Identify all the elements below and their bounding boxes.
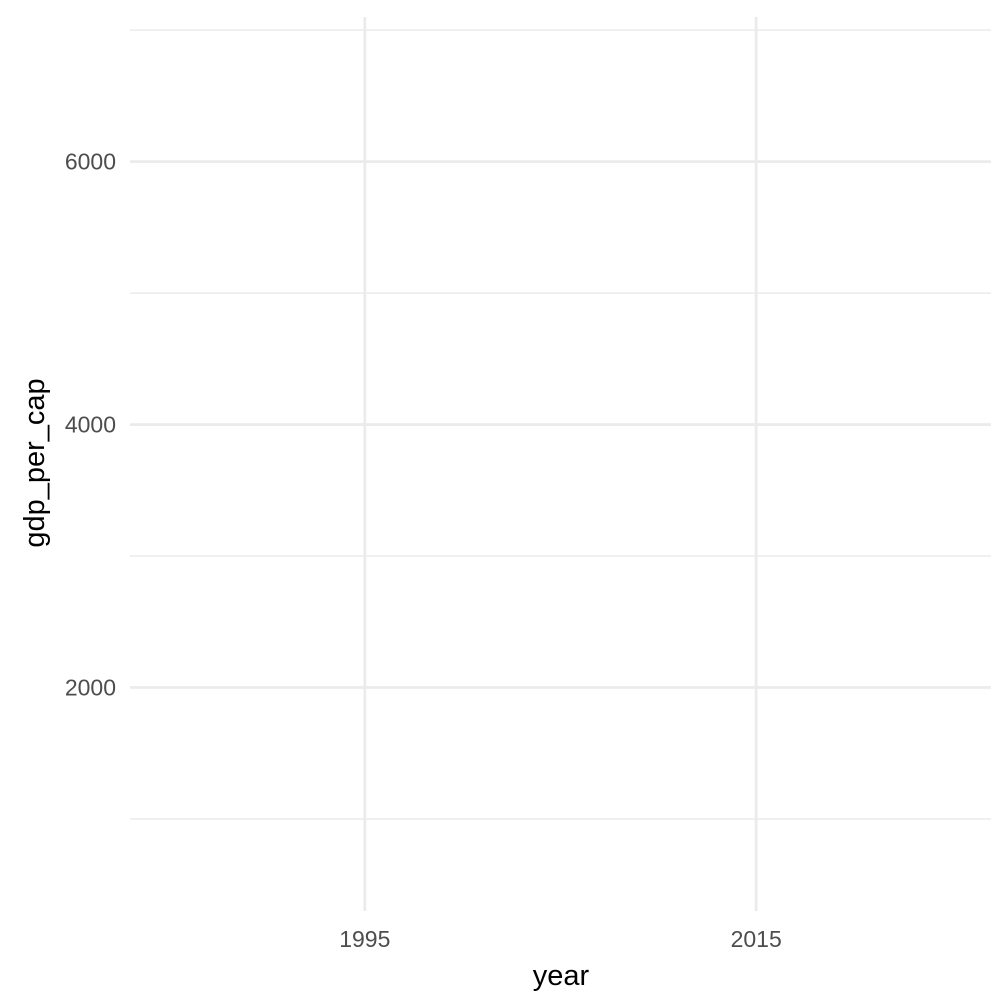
x-axis-tick-labels: 1995 2015	[339, 926, 782, 952]
plot-panel	[130, 17, 991, 911]
y-tick-label: 6000	[65, 149, 116, 175]
x-axis-title: year	[533, 960, 590, 992]
y-axis-tick-labels: 2000 4000 6000	[65, 149, 116, 701]
minor-gridlines	[130, 29, 991, 820]
y-tick-label: 2000	[65, 675, 116, 701]
y-tick-label: 4000	[65, 412, 116, 438]
x-tick-label: 1995	[339, 926, 390, 952]
major-gridlines	[130, 17, 991, 911]
y-axis-title: gdp_per_cap	[19, 378, 51, 547]
x-tick-label: 2015	[731, 926, 782, 952]
